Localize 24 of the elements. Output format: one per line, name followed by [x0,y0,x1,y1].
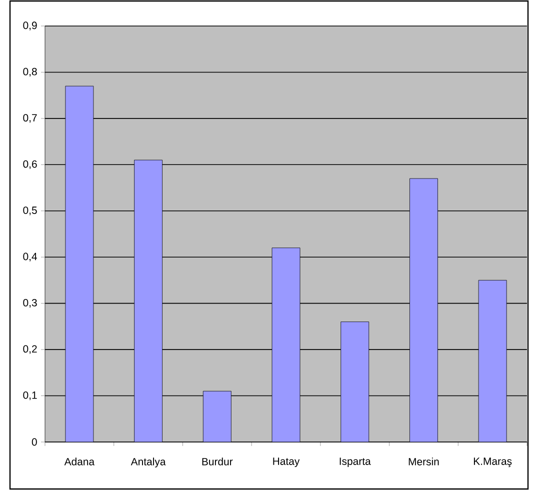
x-tick-label: Hatay [273,458,300,468]
y-tick-label: 0,5 [23,206,37,216]
y-tick-label: 0,9 [23,22,37,30]
bar [410,178,438,442]
x-tick-label: Adana [64,458,95,466]
y-tick-label: 0,7 [23,114,37,123]
y-tick-label: 0,3 [23,299,37,308]
x-tick-label: Burdur [202,458,233,466]
x-tick-label: Antalya [130,458,166,468]
bar [340,322,369,442]
y-tick-label: 0,4 [23,252,38,262]
y-tick-label: 0,1 [23,391,37,400]
bar [478,280,507,442]
bar [65,86,94,442]
x-tick-label: Isparta [340,458,371,468]
x-tick-label: K.Maraş [474,458,512,468]
y-tick-label: 0,8 [23,68,37,77]
y-tick-label: 0,2 [23,345,37,354]
bar [272,248,300,442]
bar [203,391,232,442]
y-tick-label: 0,6 [23,160,37,169]
bar [134,160,162,442]
x-tick-label: Mersin [408,458,439,466]
y-tick-label: 0 [32,438,37,446]
